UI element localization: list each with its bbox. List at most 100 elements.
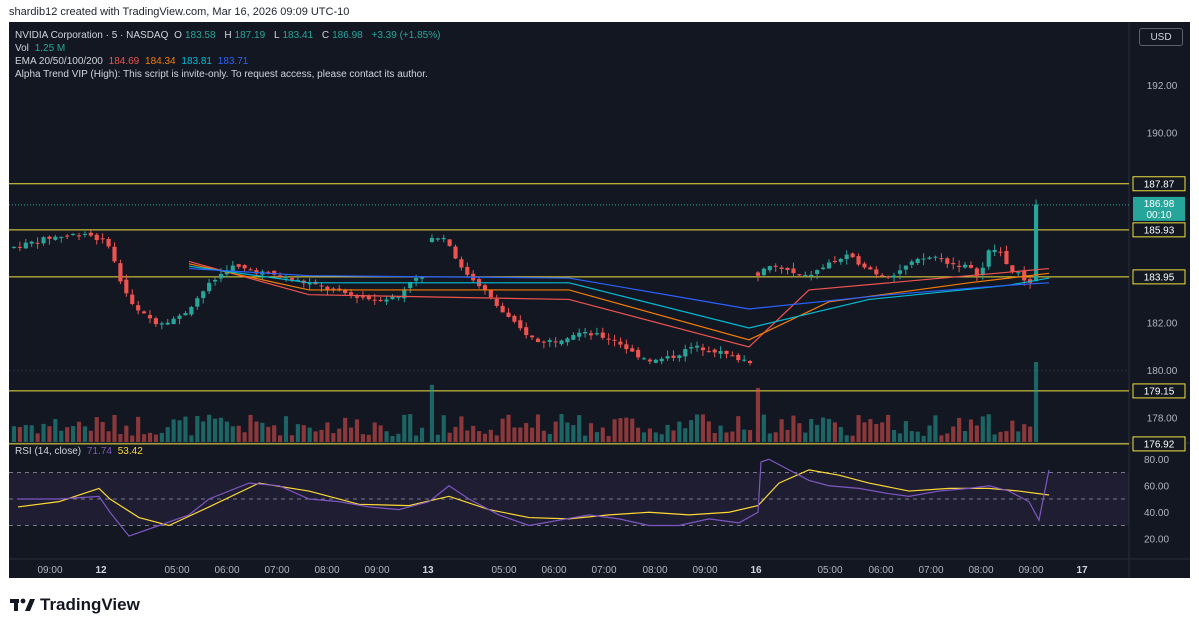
price-axis: 178.00 180.00 182.00 190.00 192.00 187.87 185.… (1132, 81, 1186, 452)
volume-bar (600, 427, 605, 442)
candle-body (718, 351, 723, 354)
candle-body (862, 263, 867, 268)
time-tick-label: 07:00 (264, 565, 289, 576)
time-tick-label: 07:00 (591, 565, 616, 576)
ema200-line (188, 267, 1050, 310)
candle-body (665, 356, 670, 359)
volume-bar (665, 424, 670, 442)
volume-bar (838, 426, 843, 442)
candle-body (659, 358, 664, 362)
candle-body (683, 349, 688, 357)
currency-button[interactable]: USD (1139, 28, 1183, 46)
candle-body (512, 315, 517, 322)
volume-bar (968, 419, 974, 442)
volume-bar (1028, 426, 1033, 442)
rsi-tick-label: 60.00 (1144, 481, 1169, 492)
candle-body (1033, 204, 1039, 282)
volume-bar (553, 421, 558, 442)
volume-bar (441, 415, 446, 442)
candle-body (957, 265, 962, 268)
volume-bar (106, 431, 111, 442)
volume-bar (447, 432, 452, 442)
volume-bar (659, 434, 664, 442)
candle-body (414, 278, 419, 281)
volume-bar (891, 429, 897, 442)
volume-bar (850, 435, 855, 442)
time-tick-label: 05:00 (817, 565, 842, 576)
candle-body (730, 355, 735, 357)
volume-bar (366, 434, 371, 442)
volume-bar (201, 421, 206, 442)
candle-body (183, 313, 188, 316)
volume-bar (35, 433, 40, 442)
current-price-label: 186.98 (1144, 199, 1175, 210)
volume-bar (624, 417, 629, 442)
volume-bar (177, 420, 182, 442)
volume-bar (266, 426, 271, 442)
candle-body (742, 359, 747, 361)
volume-bar (230, 426, 235, 442)
candle-body (201, 291, 206, 299)
candle-body (927, 257, 932, 259)
attribution: shardib12 created with TradingView.com, … (9, 6, 350, 18)
candle-body (396, 296, 401, 298)
volume-bar (142, 434, 147, 442)
candle-body (41, 237, 46, 244)
volume-bar (289, 435, 294, 442)
volume-bar (797, 423, 802, 442)
candle-body (939, 258, 944, 260)
candle-body (773, 265, 778, 267)
time-tick-label: 05:00 (491, 565, 516, 576)
volume-bar (349, 427, 354, 442)
ohlc-l: L 183.41 (273, 30, 314, 41)
volume-bar (880, 422, 885, 442)
volume-bar (909, 431, 914, 442)
candle-body (159, 323, 164, 325)
candle-body (1004, 250, 1009, 265)
candle-body (915, 258, 920, 263)
volume-bar (242, 432, 247, 442)
candle-body (689, 347, 694, 349)
chart-panel[interactable]: 20.00 40.00 60.00 80.00 178.00 180.00 182.00 1… (9, 22, 1190, 578)
ohlc-h: H 187.19 (224, 30, 266, 41)
time-tick-label: 08:00 (642, 565, 667, 576)
volume-bar (195, 416, 200, 442)
volume-bar (974, 425, 979, 442)
candle-body (712, 349, 717, 353)
volume-bar (295, 424, 300, 442)
candle-body (986, 250, 991, 267)
volume-bar (694, 414, 700, 442)
candle-body (606, 338, 611, 340)
candle-body (856, 256, 861, 265)
candle-body (706, 351, 711, 353)
volume-bar (414, 435, 419, 442)
legend-volume-row: Vol 1.25 M (15, 43, 66, 54)
time-tick-label: 07:00 (918, 565, 943, 576)
volume-bar (236, 425, 241, 442)
time-tick-label: 09:00 (1018, 565, 1043, 576)
candle-body (266, 271, 271, 273)
rsi-line (18, 458, 1050, 537)
candle-body (974, 268, 979, 276)
volume-bar (712, 433, 717, 442)
volume-bar (130, 435, 135, 442)
level-label: 183.95 (1144, 272, 1175, 283)
volume-bar (494, 435, 499, 442)
candle-body (761, 268, 766, 276)
volume-bar (11, 426, 17, 442)
ema20-value: 184.69 (108, 56, 140, 67)
volume-bar (459, 416, 464, 442)
candle-body (337, 288, 342, 290)
volume-bar (630, 418, 635, 442)
volume-bar (571, 425, 576, 442)
candle-body (1010, 265, 1015, 272)
candle-body (815, 270, 820, 274)
candle-body (100, 238, 105, 240)
candle-body (349, 292, 354, 295)
tradingview-logo[interactable]: TradingView (10, 595, 140, 615)
candle-body (459, 259, 464, 268)
volume-bar (1033, 362, 1039, 442)
volume-bar (82, 426, 87, 442)
candle-body (612, 339, 617, 341)
